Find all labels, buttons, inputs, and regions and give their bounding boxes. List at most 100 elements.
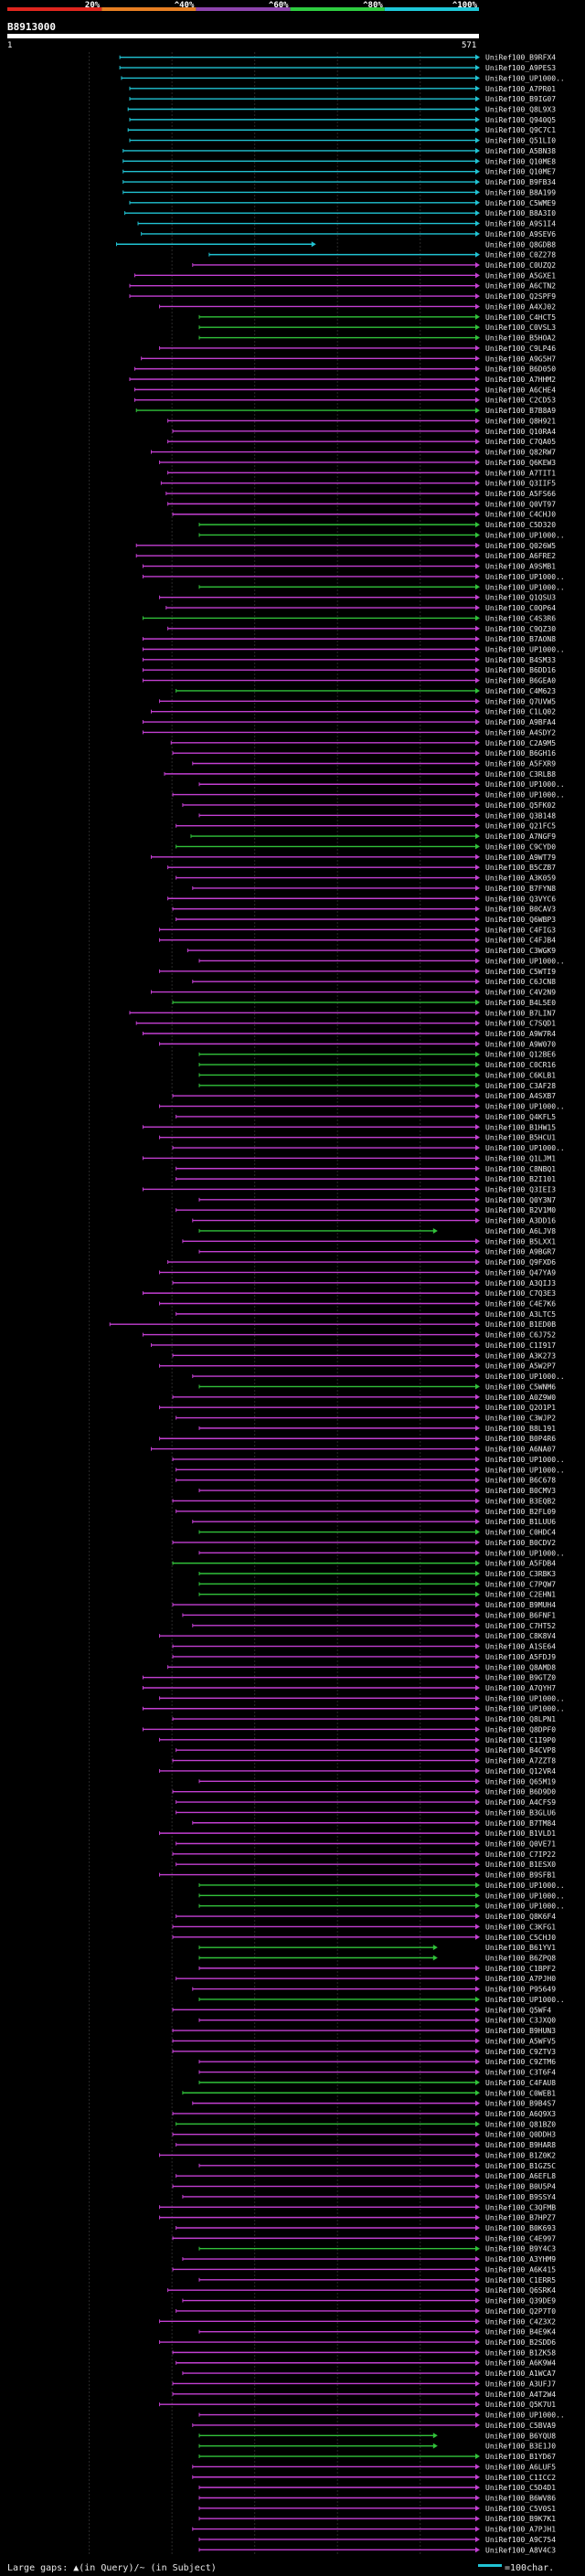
hit-label[interactable]: UniRef100_B3E1J0 <box>485 2443 556 2451</box>
hit-label[interactable]: UniRef100_B2FL09 <box>485 1508 556 1516</box>
hit-label[interactable]: UniRef100_Q7UVW5 <box>485 697 556 705</box>
hit-label[interactable]: UniRef100_B1VLD1 <box>485 1829 556 1838</box>
hit-label[interactable]: UniRef100_B0U5P4 <box>485 2183 556 2191</box>
hit-label[interactable]: UniRef100_Q12BE6 <box>485 1051 556 1059</box>
hit-label[interactable]: UniRef100_UP1000.. <box>485 1705 565 1713</box>
hit-label[interactable]: UniRef100_C2A9M5 <box>485 739 556 747</box>
hit-label[interactable]: UniRef100_C7IP22 <box>485 1850 556 1859</box>
hit-label[interactable]: UniRef100_Q10RA4 <box>485 428 556 436</box>
hit-label[interactable]: UniRef100_UP1000.. <box>485 573 565 581</box>
hit-label[interactable]: UniRef100_B9GTZ0 <box>485 1674 556 1682</box>
hit-label[interactable]: UniRef100_B6C678 <box>485 1477 556 1485</box>
hit-label[interactable]: UniRef100_UP1000.. <box>485 1903 565 1911</box>
hit-label[interactable]: UniRef100_A6K415 <box>485 2265 556 2274</box>
hit-label[interactable]: UniRef100_B9MUH4 <box>485 1601 556 1609</box>
hit-label[interactable]: UniRef100_UP1000.. <box>485 791 565 800</box>
hit-label[interactable]: UniRef100_C3AF28 <box>485 1082 556 1090</box>
hit-label[interactable]: UniRef100_B61YV1 <box>485 1944 556 1952</box>
hit-label[interactable]: UniRef100_C4M623 <box>485 687 556 695</box>
hit-label[interactable]: UniRef100_B1GZ5C <box>485 2162 556 2170</box>
hit-label[interactable]: UniRef100_UP1000.. <box>485 1466 565 1474</box>
hit-label[interactable]: UniRef100_Q10ME7 <box>485 168 556 176</box>
hit-label[interactable]: UniRef100_B2I101 <box>485 1175 556 1183</box>
hit-label[interactable]: UniRef100_A9BGR7 <box>485 1248 556 1256</box>
hit-label[interactable]: UniRef100_Q4KFL5 <box>485 1113 556 1121</box>
hit-label[interactable]: UniRef100_Q1QSU3 <box>485 594 556 602</box>
hit-label[interactable]: UniRef100_C4FAU8 <box>485 2079 556 2087</box>
hit-label[interactable]: UniRef100_P95649 <box>485 1986 556 1994</box>
hit-label[interactable]: UniRef100_UP1000.. <box>485 583 565 591</box>
hit-label[interactable]: UniRef100_A3LTC5 <box>485 1310 556 1319</box>
hit-label[interactable]: UniRef100_A7TIT1 <box>485 469 556 477</box>
hit-label[interactable]: UniRef100_B2SDD6 <box>485 2338 556 2347</box>
hit-label[interactable]: UniRef100_A5WFV5 <box>485 2037 556 2045</box>
hit-label[interactable]: UniRef100_C0HDC4 <box>485 1529 556 1537</box>
hit-label[interactable]: UniRef100_B1ESX0 <box>485 1860 556 1869</box>
hit-label[interactable]: UniRef100_UP1000.. <box>485 1373 565 1381</box>
hit-label[interactable]: UniRef100_C1BPF2 <box>485 1965 556 1973</box>
hit-label[interactable]: UniRef100_Q3IEI3 <box>485 1185 556 1193</box>
hit-label[interactable]: UniRef100_Q51LI0 <box>485 137 556 145</box>
hit-label[interactable]: UniRef100_A3DD16 <box>485 1217 556 1225</box>
hit-label[interactable]: UniRef100_B0CAV3 <box>485 906 556 914</box>
hit-label[interactable]: UniRef100_A7PR01 <box>485 85 556 93</box>
hit-label[interactable]: UniRef100_C8K8V4 <box>485 1632 556 1640</box>
hit-label[interactable]: UniRef100_A0Z9W0 <box>485 1394 556 1402</box>
hit-label[interactable]: UniRef100_Q0Y3N7 <box>485 1196 556 1204</box>
hit-label[interactable]: UniRef100_B0CDV2 <box>485 1539 556 1547</box>
hit-label[interactable]: UniRef100_Q026W5 <box>485 542 556 550</box>
hit-label[interactable]: UniRef100_B7FYN8 <box>485 885 556 893</box>
hit-label[interactable]: UniRef100_B9HUN3 <box>485 2027 556 2035</box>
hit-label[interactable]: UniRef100_Q9FXD6 <box>485 1258 556 1267</box>
hit-label[interactable]: UniRef100_B6FNF1 <box>485 1611 556 1619</box>
hit-label[interactable]: UniRef100_Q47YA9 <box>485 1268 556 1277</box>
hit-label[interactable]: UniRef100_C5WME9 <box>485 199 556 207</box>
hit-label[interactable]: UniRef100_A4CFS9 <box>485 1798 556 1807</box>
hit-label[interactable]: UniRef100_A5GXE1 <box>485 271 556 280</box>
hit-label[interactable]: UniRef100_Q6SRK4 <box>485 2286 556 2295</box>
hit-label[interactable]: UniRef100_B9K7K1 <box>485 2515 556 2523</box>
hit-label[interactable]: UniRef100_A5W2P7 <box>485 1362 556 1371</box>
hit-label[interactable]: UniRef100_C3RLB8 <box>485 770 556 779</box>
hit-label[interactable]: UniRef100_C3QFMB <box>485 2203 556 2211</box>
hit-label[interactable]: UniRef100_A3UFJ7 <box>485 2380 556 2388</box>
hit-label[interactable]: UniRef100_C4E997 <box>485 2234 556 2242</box>
hit-label[interactable]: UniRef100_Q6WBP3 <box>485 916 556 924</box>
hit-label[interactable]: UniRef100_A5BN38 <box>485 147 556 155</box>
hit-label[interactable]: UniRef100_A6NA07 <box>485 1446 556 1454</box>
hit-label[interactable]: UniRef100_UP1000.. <box>485 1144 565 1152</box>
hit-label[interactable]: UniRef100_A7QYH7 <box>485 1684 556 1692</box>
hit-label[interactable]: UniRef100_B8L191 <box>485 1425 556 1433</box>
hit-label[interactable]: UniRef100_C0CR16 <box>485 1061 556 1069</box>
hit-label[interactable]: UniRef100_A9SEV6 <box>485 230 556 239</box>
hit-label[interactable]: UniRef100_B8A3I0 <box>485 209 556 217</box>
hit-label[interactable]: UniRef100_A1WCA7 <box>485 2369 556 2378</box>
hit-label[interactable]: UniRef100_B7LIN7 <box>485 1009 556 1017</box>
hit-label[interactable]: UniRef100_B7B8A9 <box>485 407 556 415</box>
hit-label[interactable]: UniRef100_A7HHM2 <box>485 376 556 384</box>
hit-label[interactable]: UniRef100_C3JXQ0 <box>485 2017 556 2025</box>
hit-label[interactable]: UniRef100_A9C754 <box>485 2536 556 2544</box>
hit-label[interactable]: UniRef100_B9HAR8 <box>485 2141 556 2149</box>
hit-label[interactable]: UniRef100_UP1000.. <box>485 645 565 653</box>
hit-label[interactable]: UniRef100_C9ZTV3 <box>485 2048 556 2056</box>
hit-label[interactable]: UniRef100_A4XJ02 <box>485 302 556 311</box>
hit-label[interactable]: UniRef100_A9SMB1 <box>485 563 556 571</box>
hit-label[interactable]: UniRef100_B1HW15 <box>485 1123 556 1131</box>
hit-label[interactable]: UniRef100_A9BFA4 <box>485 718 556 726</box>
hit-label[interactable]: UniRef100_B6D9D0 <box>485 1788 556 1797</box>
hit-label[interactable]: UniRef100_B6GEA0 <box>485 677 556 685</box>
hit-label[interactable]: UniRef100_C1ICC2 <box>485 2474 556 2482</box>
hit-label[interactable]: UniRef100_B1Z0K2 <box>485 2151 556 2159</box>
hit-label[interactable]: UniRef100_C7Q3E3 <box>485 1289 556 1298</box>
hit-label[interactable]: UniRef100_A7ZZT8 <box>485 1757 556 1765</box>
hit-label[interactable]: UniRef100_A6EFL8 <box>485 2172 556 2180</box>
hit-label[interactable]: UniRef100_B4L5E0 <box>485 999 556 1007</box>
hit-label[interactable]: UniRef100_C9LP46 <box>485 345 556 353</box>
hit-label[interactable]: UniRef100_A7PJH1 <box>485 2526 556 2534</box>
hit-label[interactable]: UniRef100_B6YQU8 <box>485 2432 556 2440</box>
hit-label[interactable]: UniRef100_A9S1I4 <box>485 220 556 228</box>
hit-label[interactable]: UniRef100_A4SDY2 <box>485 728 556 737</box>
hit-label[interactable]: UniRef100_C4FIG3 <box>485 926 556 934</box>
hit-label[interactable]: UniRef100_C6KLB1 <box>485 1071 556 1079</box>
